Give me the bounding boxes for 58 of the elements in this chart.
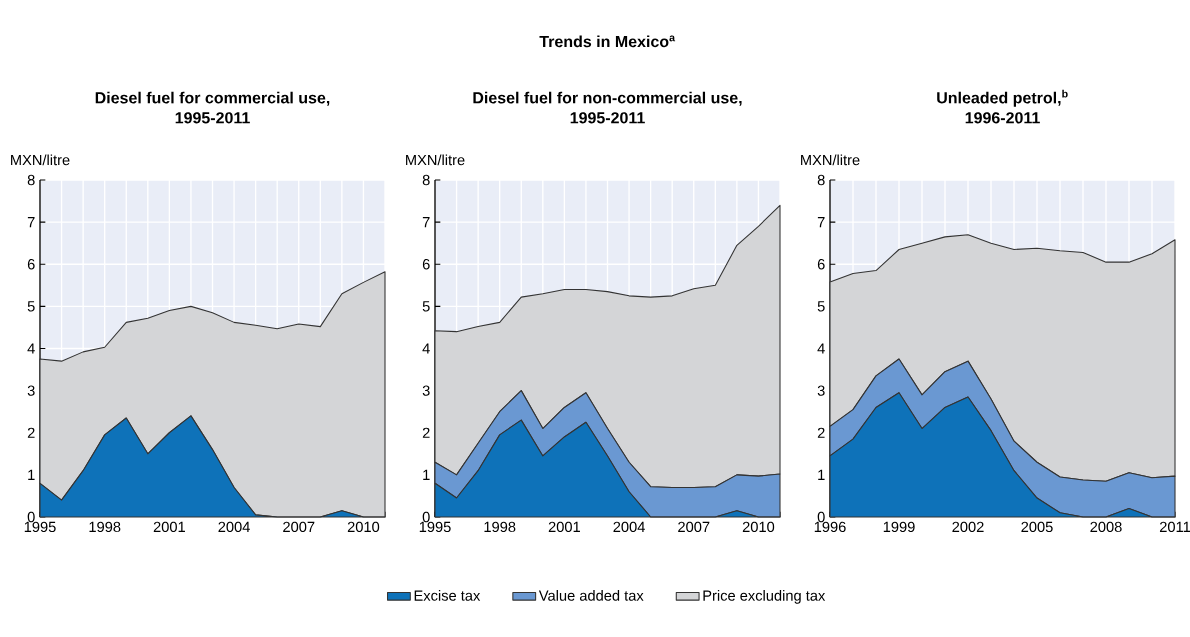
y-tick-label: 5 [27,301,35,312]
y-tick-label: 1 [818,469,825,480]
x-tick-label: 2004 [613,521,645,533]
y-tick-label: 1 [423,469,430,480]
x-tick-label: 2002 [952,521,984,533]
chart-title: Unleaded petrol,$^{b}$ [937,89,1068,107]
y-tick-label: 0 [27,511,35,523]
x-tick-label: 2010 [742,521,775,533]
x-tick-label: 1995 [24,521,56,533]
y-axis-title: MXN/litre [11,154,70,166]
y-tick-label: 7 [27,217,35,228]
x-tick-label: 2004 [218,521,250,533]
legend-label: Price excluding tax [703,590,826,604]
x-tick-label: 2011 [1159,521,1190,533]
y-tick-label: 2 [817,427,825,438]
x-tick-label: 2005 [1021,521,1053,533]
y-tick-label: 4 [817,343,825,354]
y-axis-title: MXN/litre [801,154,860,166]
chart-subtitle: 1995-2011 [570,112,645,124]
chart-subtitle: 1995-2011 [175,112,250,124]
x-tick-label: 1999 [883,521,915,533]
y-tick-label: 4 [422,343,430,354]
y-axis-title: MXN/litre [406,154,465,166]
y-tick-label: 3 [817,385,825,396]
y-tick-label: 2 [422,427,430,438]
y-tick-label: 5 [422,301,430,312]
x-tick-label: 1998 [484,521,516,533]
y-tick-label: 7 [817,217,825,228]
y-tick-label: 0 [817,511,825,523]
y-tick-label: 8 [422,174,430,186]
y-tick-label: 8 [817,174,825,186]
y-tick-label: 0 [422,511,430,523]
x-tick-label: 1995 [419,521,451,533]
chart-title: Diesel fuel for commercial use, [95,91,330,106]
y-tick-label: 4 [27,343,35,354]
y-tick-label: 8 [27,174,35,186]
x-tick-label: 2008 [1090,521,1122,533]
legend-label: Value added tax [538,590,644,601]
x-tick-label: 1998 [89,521,121,533]
y-tick-label: 5 [817,301,825,312]
x-tick-label: 2007 [678,521,710,533]
chart-subtitle: 1996-2011 [965,112,1040,124]
y-tick-label: 2 [27,427,35,438]
text: Trends in Mexico$^{a}$ [539,35,676,48]
x-tick-label: 2010 [347,521,380,533]
x-tick-label: 2007 [283,521,315,533]
chart-title: Diesel fuel for non-commercial use, [473,91,742,106]
legend-label: Excise tax [414,590,481,601]
y-tick-label: 3 [27,385,35,396]
y-tick-label: 6 [817,259,825,270]
y-tick-label: 7 [422,217,430,228]
y-tick-label: 6 [422,259,430,270]
x-tick-label: 1996 [814,521,846,533]
x-tick-label: 2001 [153,521,185,533]
y-tick-label: 1 [28,469,35,480]
y-tick-label: 3 [422,385,430,396]
y-tick-label: 6 [27,259,35,270]
x-tick-label: 2001 [548,521,580,533]
